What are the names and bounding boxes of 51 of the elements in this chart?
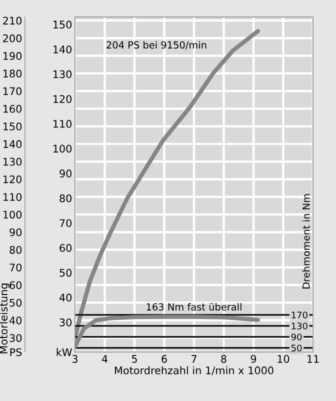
y3-tick-label: 30 bbox=[60, 318, 72, 326]
y3-tick-label: 140 bbox=[53, 45, 72, 54]
y-tick-label: 30 bbox=[10, 334, 22, 342]
y-tick-label: 60 bbox=[10, 281, 22, 290]
y3-tick-label: 70 bbox=[60, 219, 72, 228]
y2-tick-label: 170 bbox=[292, 312, 308, 318]
x-tick-label: 6 bbox=[162, 354, 167, 363]
y-tick-label: 90 bbox=[10, 228, 22, 236]
y2-axis-title: Drehmoment in Nm bbox=[302, 194, 310, 289]
y-tick-label: PS bbox=[10, 348, 22, 356]
y-tick-label: 100 bbox=[3, 210, 22, 219]
y3-tick-label: 80 bbox=[60, 194, 72, 202]
y3-tick-label: kW bbox=[56, 348, 72, 356]
y-tick-label: 210 bbox=[3, 16, 22, 25]
x-axis-title: Motordrehzahl in 1/min x 1000 bbox=[114, 366, 274, 376]
y-tick-label: 180 bbox=[3, 70, 22, 78]
x-tick-label: 7 bbox=[192, 355, 196, 363]
y-tick-label: 170 bbox=[3, 87, 22, 96]
x-tick-label: 4 bbox=[102, 355, 108, 363]
y-tick-label: 190 bbox=[3, 52, 22, 60]
y3-tick-label: 120 bbox=[53, 95, 72, 103]
y3-tick-label: 60 bbox=[60, 244, 72, 252]
x-tick-label: 5 bbox=[132, 355, 137, 363]
x-tick-label: 8 bbox=[221, 354, 226, 363]
y3-tick-label: 40 bbox=[59, 294, 72, 302]
y-tick-label: 40 bbox=[9, 316, 22, 324]
y3-tick-label: 130 bbox=[53, 70, 72, 78]
y-tick-label: 110 bbox=[3, 193, 22, 201]
y3-tick-label: 90 bbox=[60, 170, 72, 178]
y-tick-label: 120 bbox=[3, 175, 22, 184]
y3-tick-label: 150 bbox=[53, 20, 72, 29]
y2-tick-label: 90 bbox=[291, 334, 302, 340]
y3-tick-label: 50 bbox=[60, 268, 72, 277]
annotation: 163 Nm fast überall bbox=[146, 303, 242, 311]
y2-tick-label: 50 bbox=[291, 344, 302, 352]
y-tick-label: 140 bbox=[3, 140, 22, 148]
x-tick-label: 10 bbox=[278, 354, 290, 363]
y3-tick-label: 100 bbox=[53, 144, 72, 153]
y-tick-label: 130 bbox=[3, 158, 22, 166]
y-tick-label: 160 bbox=[3, 104, 22, 113]
y-tick-label: 70 bbox=[10, 264, 22, 272]
x-tick-label: 11 bbox=[308, 355, 319, 363]
y-tick-label: 150 bbox=[3, 122, 22, 130]
y-tick-label: 200 bbox=[3, 34, 22, 42]
y2-tick-label: 130 bbox=[292, 322, 308, 330]
y3-tick-label: 110 bbox=[53, 120, 72, 128]
annotation: 204 PS bei 9150/min bbox=[106, 41, 206, 50]
x-tick-label: 3 bbox=[72, 354, 78, 363]
y-tick-label: 50 bbox=[10, 298, 22, 307]
y-tick-label: 80 bbox=[10, 246, 22, 254]
x-tick-label: 9 bbox=[250, 354, 256, 363]
